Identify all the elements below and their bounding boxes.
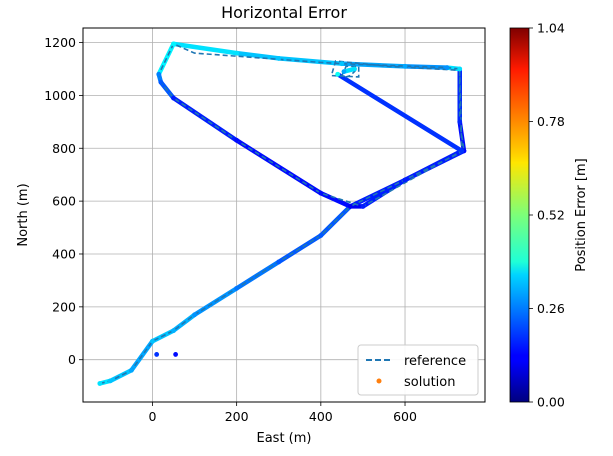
colorbar-tick-label: 0.52 [537, 208, 565, 223]
solution-point [107, 378, 113, 384]
colorbar-tick-label: 1.04 [537, 21, 565, 36]
solution-track-segment [108, 368, 134, 384]
solution-point [171, 328, 176, 334]
solution-point [352, 66, 357, 72]
solution-point [335, 71, 341, 77]
solution-point [276, 55, 282, 61]
solution-point [457, 119, 463, 125]
reference-line [99, 42, 465, 385]
solution-track-segment [171, 41, 239, 56]
x-axis-label: East (m) [257, 431, 312, 446]
legend-reference-label: reference [404, 354, 466, 369]
solution-point [402, 177, 408, 183]
plot-background [83, 28, 485, 402]
colorbar-ticks: 0.00 0.26 0.52 0.78 1.04 [529, 21, 565, 410]
solution-point [158, 79, 164, 85]
colorbar [509, 27, 530, 403]
solution-point [234, 50, 240, 56]
solution-point [154, 352, 160, 357]
y-axis-label: North (m) [16, 183, 31, 246]
y-tick-label: 200 [52, 299, 76, 314]
solution-point [234, 137, 240, 143]
legend-box [357, 344, 479, 396]
y-tick-label: 0 [68, 352, 76, 367]
solution-point [457, 66, 463, 72]
solution-point [276, 259, 282, 265]
y-tick-label: 400 [52, 246, 76, 261]
solution-point [171, 95, 176, 101]
solution-track-segment [234, 50, 281, 61]
solution-point [171, 41, 176, 47]
y-axis: 0 200 400 600 800 1000 1200 [44, 35, 83, 367]
solution-point [97, 381, 103, 386]
solution-point [444, 65, 450, 71]
x-tick-label: 200 [225, 409, 249, 424]
y-tick-label: 1200 [44, 35, 76, 50]
legend-solution-swatch [376, 378, 382, 384]
solution-point [234, 285, 240, 291]
solution-point [129, 367, 134, 373]
y-tick-label: 600 [52, 194, 76, 209]
grid [83, 28, 485, 402]
solution-point [402, 63, 408, 69]
x-tick-label: 400 [309, 409, 333, 424]
solution-point [150, 338, 155, 344]
x-axis: 0 200 400 600 [148, 402, 417, 424]
solution-point [347, 204, 353, 209]
plot-frame [82, 27, 486, 403]
colorbar-tick-label: 0.00 [537, 395, 565, 410]
solution-point [192, 312, 197, 318]
x-tick-label: 0 [148, 409, 156, 424]
colorbar-tick-label: 0.26 [537, 301, 565, 316]
colorbar-tick-label: 0.78 [537, 114, 565, 129]
solution-point [156, 71, 162, 77]
solution-point [459, 148, 465, 154]
y-tick-label: 800 [52, 141, 76, 156]
solution-point [341, 69, 347, 75]
legend-solution-label: solution [404, 375, 455, 390]
solution-point [318, 233, 324, 238]
solution-point [339, 61, 345, 67]
solution-point [360, 204, 366, 209]
solution-point [318, 190, 324, 196]
solution-track-segment [335, 72, 465, 154]
y-tick-label: 1000 [44, 88, 76, 103]
solution-point [173, 352, 179, 357]
colorbar-label: Position Error [m] [574, 158, 589, 271]
legend: reference solution [357, 344, 479, 396]
x-tick-label: 600 [393, 409, 417, 424]
data-layer [97, 41, 467, 386]
chart-title: Horizontal Error [221, 3, 347, 22]
